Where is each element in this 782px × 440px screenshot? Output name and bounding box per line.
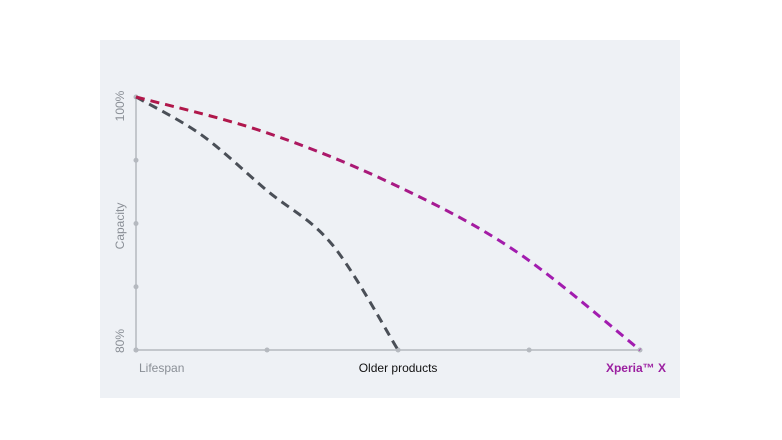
x-tick-label: Xperia™ X xyxy=(606,361,666,375)
line xyxy=(135,95,400,351)
x-tick-label: Lifespan xyxy=(139,361,184,375)
y-tick-label: 80% xyxy=(113,329,127,353)
x-tick-label: Older products xyxy=(359,361,438,375)
x-tick-dot xyxy=(133,347,139,353)
y-tick-label: 100% xyxy=(113,90,127,121)
x-tick-dot xyxy=(526,347,532,353)
panel xyxy=(100,40,680,398)
y-tick-dot xyxy=(133,157,139,163)
y-tick-dot xyxy=(133,284,139,290)
x-tick-dot xyxy=(264,347,270,353)
line xyxy=(135,95,641,352)
y-tick-dot xyxy=(133,221,139,226)
x-tick-dot xyxy=(395,347,401,353)
y-axis-label: Capacity xyxy=(113,203,127,250)
